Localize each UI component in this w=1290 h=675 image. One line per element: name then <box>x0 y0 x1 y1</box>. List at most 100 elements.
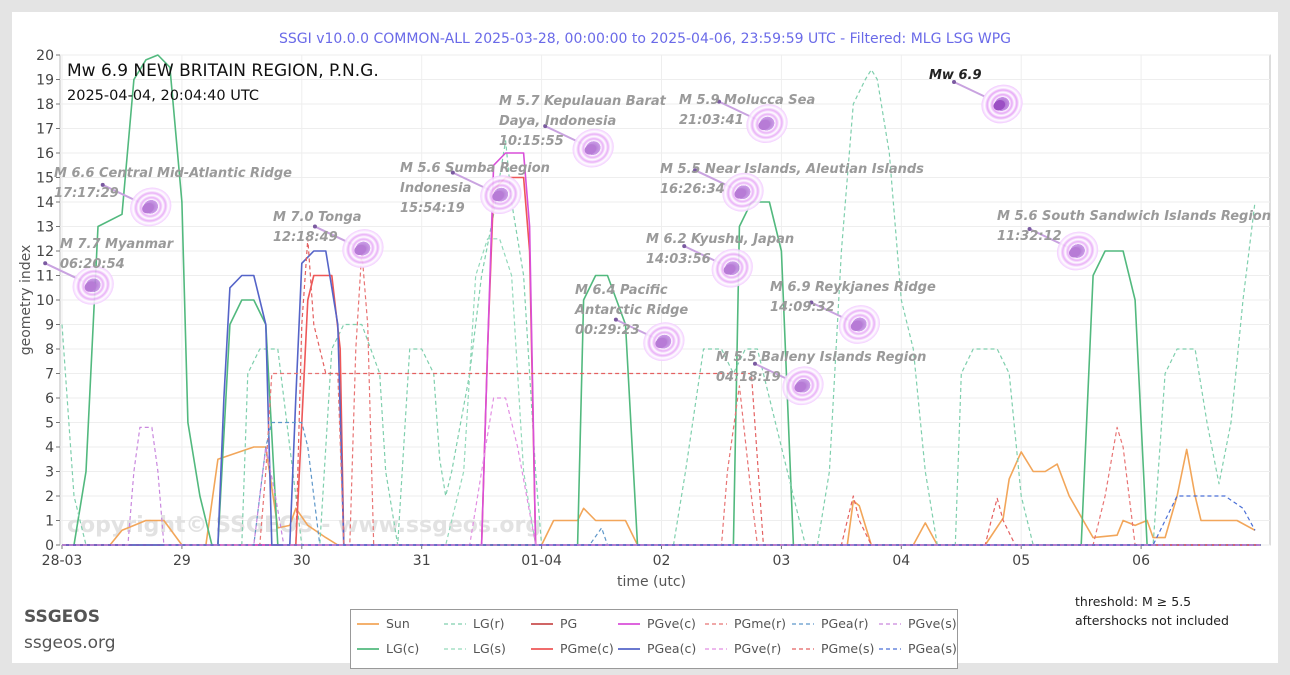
annotation-line: Mw 6.9 <box>929 68 982 83</box>
y-tick-label: 9 <box>45 318 54 334</box>
annotation-line: M 5.9 Molucca Sea <box>679 93 815 108</box>
x-tick-label: 03 <box>772 553 790 569</box>
annotation-line: 15:54:19 <box>400 201 465 216</box>
y-tick-label: 6 <box>45 391 54 407</box>
legend-label: PGve(r) <box>734 641 781 656</box>
annotation-label: M 5.6 South Sandwich Islands Region 11:32… <box>997 209 1271 244</box>
earthquake-marker-core <box>84 281 97 292</box>
y-axis-label: geometry index <box>18 245 34 356</box>
legend-label: PGme(s) <box>821 641 874 656</box>
legend-label: LG(r) <box>473 616 505 631</box>
aftershocks-note: aftershocks not included <box>1075 613 1229 628</box>
annotation-arrow-tail <box>717 99 722 104</box>
annotation-label: M 6.2 Kyushu, Japan 14:03:56 <box>646 232 794 267</box>
y-tick-label: 14 <box>36 195 54 211</box>
legend-svg: Sun LG(r) PG PGve(c) PGme(r) PGea(r) PGve(s) LG… <box>357 616 957 656</box>
y-tick-label: 18 <box>36 97 54 113</box>
annotation-label: M 5.6 Sumba Region Indonesia 15:54:19 <box>400 161 550 216</box>
earthquake-marker-core <box>758 119 771 131</box>
y-tick-label: 8 <box>45 342 54 358</box>
x-tick-label: 30 <box>293 553 311 569</box>
annotation-label: M 7.7 Myanmar 06:20:54 <box>60 237 175 272</box>
series-line-pgvec <box>62 152 1261 546</box>
annotation-line: 11:32:12 <box>997 229 1062 244</box>
y-tick-label: 10 <box>36 293 54 309</box>
annotation-arrow-tail <box>543 124 548 129</box>
y-tick-label: 19 <box>36 73 54 89</box>
earthquake-marker-core <box>354 244 367 256</box>
y-tick-label: 3 <box>45 465 54 481</box>
annotation-label: M 6.9 Reykjanes Ridge 14:09:32 <box>770 280 936 315</box>
y-tick-label: 16 <box>36 146 54 162</box>
y-tick-label: 13 <box>36 220 54 236</box>
x-axis-label: time (utc) <box>617 574 686 590</box>
annotation-arrow-tail <box>43 261 48 266</box>
earthquake-marker-core <box>1069 247 1081 258</box>
x-tick-label: 06 <box>1132 553 1150 569</box>
y-tick-label: 7 <box>45 367 54 383</box>
x-tick-label: 04 <box>892 553 910 569</box>
legend-label: PGve(s) <box>908 616 957 631</box>
legend-label: Sun <box>386 616 410 631</box>
annotation-line: 04:18:19 <box>716 370 781 385</box>
y-tick-label: 1 <box>45 514 54 530</box>
annotation-arrow-tail <box>312 224 317 229</box>
x-tick-label: 29 <box>173 553 191 569</box>
annotation-line: Daya, Indonesia <box>499 114 616 129</box>
annotation-line: M 5.5 Near Islands, Aleutian Islands <box>660 162 924 177</box>
annotation-line: M 7.0 Tonga <box>273 210 361 225</box>
x-tick-label: 31 <box>413 553 431 569</box>
y-tick-label: 4 <box>45 440 54 456</box>
annotation-arrow-tail <box>1027 227 1032 231</box>
annotation-line: M 5.5 Balleny Islands Region <box>716 350 926 365</box>
annotation-label: M 5.9 Molucca Sea 21:03:41 <box>679 93 815 128</box>
legend-label: PGme(c) <box>560 641 614 656</box>
annotation-arrow-tail <box>809 300 814 305</box>
annotation-line: 14:03:56 <box>646 252 711 267</box>
annotation-arrow-tail <box>693 168 698 173</box>
annotation-line: 17:17:29 <box>54 186 119 201</box>
annotation-label: M 6.6 Central Mid-Atlantic Ridge 17:17:29 <box>54 166 292 201</box>
annotation-line: Antarctic Ridge <box>574 303 688 318</box>
event-title: Mw 6.9 NEW BRITAIN REGION, P.N.G. <box>67 61 379 81</box>
watermark: copyright© SSGEOS - www.ssgeos.org <box>67 513 541 538</box>
earthquake-marker-core <box>655 337 668 349</box>
annotation-line: M 6.2 Kyushu, Japan <box>646 232 794 247</box>
legend-label: PGea(r) <box>821 616 868 631</box>
y-tick-label: 15 <box>36 171 54 187</box>
series-line-lgs <box>62 238 1261 546</box>
event-time: 2025-04-04, 20:04:40 UTC <box>67 88 259 104</box>
legend-label: LG(c) <box>386 641 419 656</box>
annotation-line: 00:29:23 <box>575 323 640 338</box>
annotation-line: M 6.6 Central Mid-Atlantic Ridge <box>54 166 292 181</box>
annotation-line: Indonesia <box>400 181 471 196</box>
y-tick-label: 11 <box>36 269 54 285</box>
brand-name: SSGEOS <box>24 607 100 627</box>
legend-label: PG <box>560 616 577 631</box>
earthquake-marker-core <box>850 320 863 331</box>
x-tick-label: 02 <box>653 553 671 569</box>
threshold-note: threshold: M ≥ 5.5 aftershocks not inclu… <box>1075 592 1229 630</box>
annotation-label: M 5.7 Kepulauan Barat Daya, Indonesia 10:1… <box>499 94 667 149</box>
legend-label: PGea(c) <box>647 641 696 656</box>
annotation-label: M 7.0 Tonga 12:18:49 <box>273 210 361 245</box>
legend-label: PGme(r) <box>734 616 786 631</box>
annotation-arrow-tail <box>100 182 105 187</box>
x-tick-label: 05 <box>1012 553 1030 569</box>
annotation-line: 21:03:41 <box>679 113 744 128</box>
y-tick-label: 20 <box>36 48 54 64</box>
y-tick-label: 2 <box>45 489 54 505</box>
chart-svg: SSGI v10.0.0 COMMON-ALL 2025-03-28, 00:0… <box>18 31 1271 590</box>
annotation-line: 12:18:49 <box>273 230 338 245</box>
annotation-arrow-tail <box>752 361 757 366</box>
earthquake-marker-core <box>584 144 597 155</box>
y-tick-label: 17 <box>36 122 54 138</box>
annotation-line: 16:26:34 <box>660 182 725 197</box>
annotation-line: M 5.7 Kepulauan Barat <box>499 94 667 109</box>
series-line-sun <box>62 446 1256 546</box>
annotation-label: Mw 6.9 <box>929 68 982 83</box>
legend: Sun LG(r) PG PGve(c) PGme(r) PGea(r) PGve(s) LG… <box>350 609 958 669</box>
annotation-line: M 5.6 Sumba Region <box>400 161 550 176</box>
legend-label: PGve(c) <box>647 616 696 631</box>
annotation-line: 06:20:54 <box>60 257 125 272</box>
